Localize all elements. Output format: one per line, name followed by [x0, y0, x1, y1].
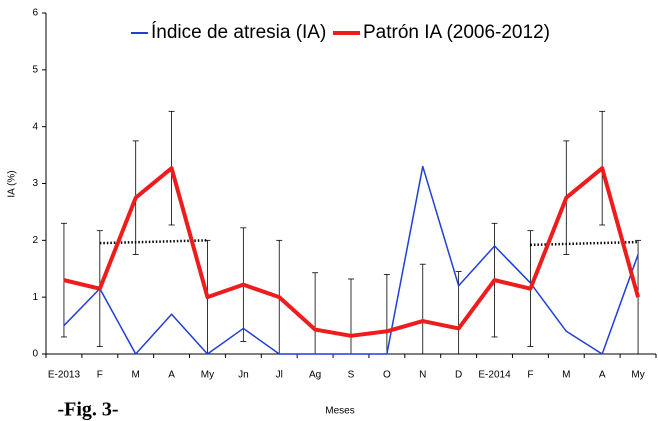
series-line	[63, 166, 640, 338]
x-tick-label: F	[527, 370, 533, 381]
series-line	[63, 165, 639, 355]
y-axis-label: IA (%)	[7, 170, 18, 197]
x-tick-label: A	[168, 370, 175, 381]
x-axis-label: Meses	[325, 406, 354, 417]
y-tick-label: 3	[32, 178, 38, 189]
caption: -Fig. 3-	[57, 399, 118, 421]
x-tick-label: O	[383, 370, 391, 381]
legend-label: Índice de atresia (IA)	[151, 22, 326, 43]
plot-area	[60, 110, 642, 354]
x-tick-label: F	[97, 370, 103, 381]
legend-label: Patrón IA (2006-2012)	[363, 22, 550, 43]
x-tick-label: Ag	[309, 370, 321, 381]
x-tick-label: M	[562, 370, 570, 381]
y-tick-label: 1	[32, 292, 38, 303]
y-tick-label: 4	[32, 121, 38, 132]
y-tick-label: 2	[32, 235, 38, 246]
y-tick-label: 6	[32, 8, 38, 19]
x-tick-label: E-2014	[478, 370, 511, 381]
x-tick-label: N	[419, 370, 426, 381]
x-tick-label: A	[599, 370, 606, 381]
x-tick-label: Jl	[276, 370, 283, 381]
y-tick-label: 5	[32, 64, 38, 75]
x-tick-label: S	[348, 370, 355, 381]
x-tick-label: E-2013	[48, 370, 81, 381]
y-tick-label: 0	[32, 349, 38, 360]
x-tick-label: M	[132, 370, 140, 381]
x-tick-label: Jn	[238, 370, 249, 381]
x-tick-label: My	[201, 370, 214, 381]
x-tick-label: D	[455, 370, 462, 381]
x-tick-label: My	[631, 370, 644, 381]
